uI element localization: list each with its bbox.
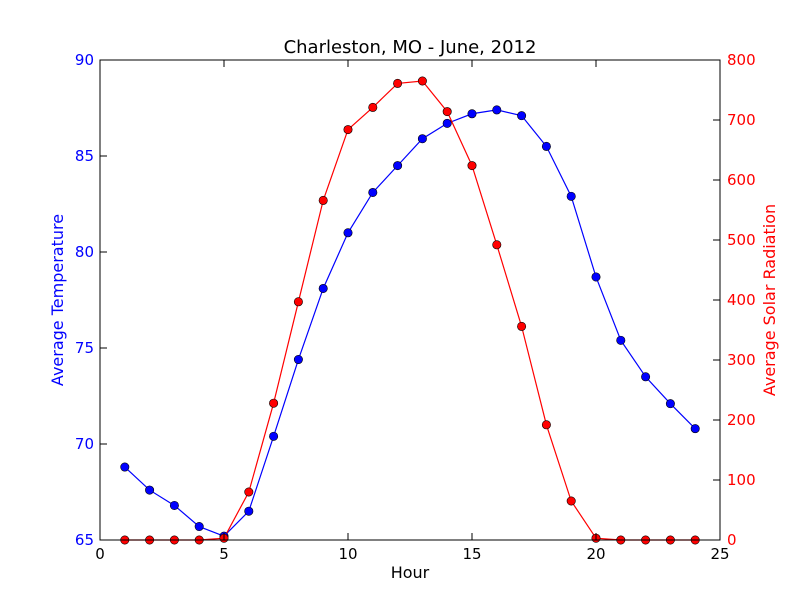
y-left-tick-label: 70: [75, 435, 94, 453]
y-right-tick-label: 100: [727, 471, 756, 489]
data-point-right: [269, 398, 279, 408]
data-point-right: [442, 107, 452, 117]
x-tick-label: 10: [338, 545, 357, 563]
data-point-right: [293, 297, 303, 307]
y-right-tick-label: 700: [727, 111, 756, 129]
plot-area: 0 5 10 15 20 25 65 70 75 80 85 90 0 100 200 300 400 500 60…: [75, 51, 756, 563]
y-right-tick-label: 400: [727, 291, 756, 309]
data-point-right: [417, 76, 427, 86]
data-point-left: [393, 161, 403, 171]
data-point-left: [368, 187, 378, 197]
data-point-right: [467, 161, 477, 171]
data-point-left: [442, 118, 452, 128]
y-right-tick-label: 600: [727, 171, 756, 189]
data-point-right: [368, 102, 378, 112]
data-point-left: [566, 191, 576, 201]
x-axis-label: Hour: [391, 563, 430, 582]
data-point-left: [591, 272, 601, 282]
data-point-left: [492, 105, 502, 115]
y-left-tick-label: 65: [75, 531, 94, 549]
x-tick-label: 25: [710, 545, 729, 563]
data-point-left: [293, 355, 303, 365]
data-point-left: [269, 431, 279, 441]
data-point-left: [417, 134, 427, 144]
data-point-left: [467, 109, 477, 119]
y-left-tick-label: 90: [75, 51, 94, 69]
data-point-right: [517, 321, 527, 331]
data-point-left: [244, 506, 254, 516]
data-point-left: [169, 500, 179, 510]
data-point-left: [343, 228, 353, 238]
y-right-tick-label: 200: [727, 411, 756, 429]
y-left-tick-label: 75: [75, 339, 94, 357]
y-right-axis-label: Average Solar Radiation: [760, 204, 779, 396]
data-point-left: [318, 283, 328, 293]
data-point-right: [541, 420, 551, 430]
data-point-left: [665, 399, 675, 409]
y-right-tick-label: 500: [727, 231, 756, 249]
y-left-tick-label: 85: [75, 147, 94, 165]
chart-title: Charleston, MO - June, 2012: [284, 37, 537, 58]
data-point-right: [343, 125, 353, 135]
plot-frame: [99, 59, 721, 541]
y-right-tick-label: 300: [727, 351, 756, 369]
data-point-right: [318, 195, 328, 205]
data-point-right: [492, 240, 502, 250]
y-left-tick-label: 80: [75, 243, 94, 261]
data-point-left: [145, 485, 155, 495]
y-right-tick-label: 800: [727, 51, 756, 69]
data-point-right: [244, 487, 254, 497]
data-point-left: [120, 462, 130, 472]
x-tick-label: 20: [586, 545, 605, 563]
data-point-right: [566, 496, 576, 506]
x-tick-label: 0: [95, 545, 105, 563]
data-point-left: [690, 424, 700, 434]
data-point-left: [517, 111, 527, 121]
data-point-left: [194, 522, 204, 532]
data-point-left: [616, 335, 626, 345]
series-line-left: [124, 109, 696, 537]
x-tick-label: 15: [462, 545, 481, 563]
x-tick-label: 5: [219, 545, 229, 563]
y-left-axis-label: Average Temperature: [48, 214, 67, 386]
data-point-left: [641, 372, 651, 382]
y-right-tick-label: 0: [727, 531, 737, 549]
data-point-right: [393, 78, 403, 88]
data-point-left: [541, 141, 551, 151]
